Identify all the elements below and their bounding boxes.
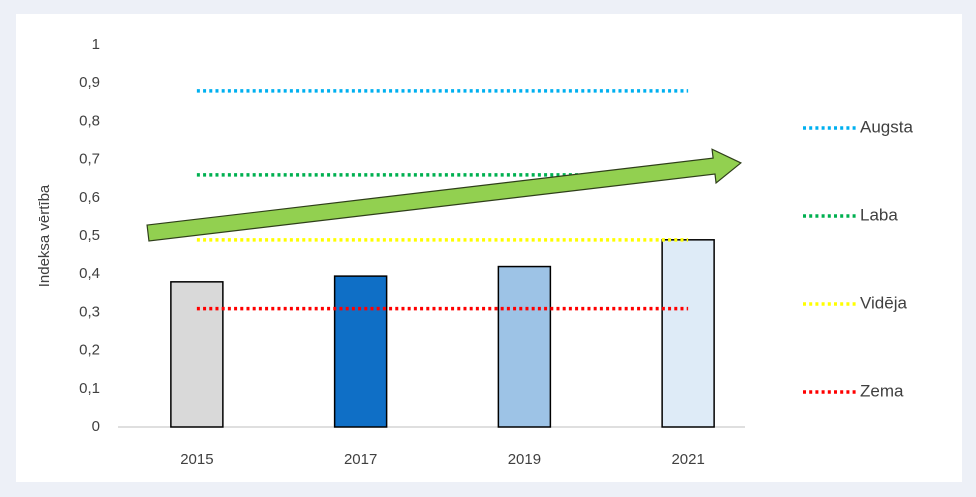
bar bbox=[661, 239, 715, 428]
chart-area bbox=[16, 14, 962, 482]
legend-label: Zema bbox=[860, 381, 904, 400]
y-tick-label: 0,3 bbox=[79, 303, 100, 320]
y-axis-label: Indeksa vērtība bbox=[36, 184, 53, 287]
x-tick-label: 2019 bbox=[508, 451, 541, 468]
y-tick-label: 0,6 bbox=[79, 189, 100, 206]
y-tick-label: 0,9 bbox=[79, 74, 100, 91]
bar bbox=[333, 275, 388, 428]
legend-label: Vidēja bbox=[860, 293, 907, 312]
legend-label: Augsta bbox=[860, 117, 913, 136]
y-tick-label: 0,5 bbox=[79, 227, 100, 244]
x-tick-label: 2017 bbox=[344, 451, 377, 468]
y-tick-label: 0,2 bbox=[79, 342, 100, 359]
y-tick-label: 1 bbox=[92, 36, 100, 53]
y-tick-label: 0 bbox=[92, 418, 100, 435]
y-tick-label: 0,7 bbox=[79, 151, 100, 168]
legend-label: Laba bbox=[860, 205, 898, 224]
plot: 0 0,1 0,2 0,3 0,4 0,5 0,6 0,7 0,8 0,9 1 2015 2017 201… bbox=[79, 36, 913, 468]
arrow-shape bbox=[146, 148, 742, 242]
x-tick-label: 2021 bbox=[671, 451, 704, 468]
x-tick-label: 2015 bbox=[180, 451, 213, 468]
bar bbox=[170, 281, 224, 428]
y-tick-label: 0,4 bbox=[79, 265, 100, 282]
bar bbox=[497, 265, 552, 428]
y-tick-label: 0,1 bbox=[79, 380, 100, 397]
y-tick-label: 0,8 bbox=[79, 112, 100, 129]
trend-arrow bbox=[146, 148, 742, 242]
